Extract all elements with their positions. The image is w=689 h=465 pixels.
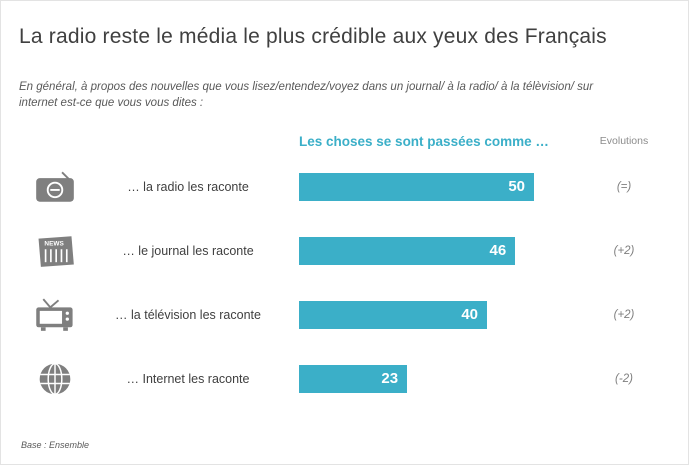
chart-row: … Internet les raconte 23 (-2) bbox=[19, 347, 668, 411]
row-label: … la télévision les raconte bbox=[115, 307, 261, 322]
bar: 46 bbox=[299, 236, 516, 265]
bar-chart: Les choses se sont passées comme … Evolu… bbox=[19, 134, 668, 440]
page-title: La radio reste le média le plus crédible… bbox=[19, 25, 607, 48]
tv-icon bbox=[19, 298, 91, 332]
chart-header-row: Les choses se sont passées comme … Evolu… bbox=[19, 134, 668, 149]
radio-icon bbox=[19, 171, 91, 203]
row-label: … le journal les raconte bbox=[122, 243, 254, 258]
chart-row: … la télévision les raconte 40 (+2) bbox=[19, 283, 668, 347]
evolution-value: (+2) bbox=[613, 244, 635, 257]
evolution-value: (=) bbox=[616, 180, 632, 193]
chart-row: NEWS … le journal les raconte 46 (+2) bbox=[19, 219, 668, 283]
bar-value: 50 bbox=[508, 178, 525, 196]
bar-value: 23 bbox=[381, 370, 399, 388]
row-label: … Internet les raconte bbox=[126, 371, 250, 386]
bar-value: 40 bbox=[461, 306, 478, 324]
bar-value: 46 bbox=[489, 242, 507, 260]
base-note: Base : Ensemble bbox=[21, 440, 90, 450]
evolution-value: (+2) bbox=[613, 308, 635, 321]
globe-icon bbox=[19, 362, 91, 396]
bar: 23 bbox=[299, 364, 408, 393]
bar: 50 bbox=[299, 172, 534, 201]
chart-row: … la radio les raconte 50 (=) bbox=[19, 155, 668, 219]
row-label: … la radio les raconte bbox=[127, 179, 249, 194]
bars-column-header: Les choses se sont passées comme … bbox=[299, 133, 549, 149]
question-subtitle: En général, à propos des nouvelles que v… bbox=[19, 80, 594, 110]
newspaper-icon: NEWS bbox=[19, 235, 91, 267]
svg-text:NEWS: NEWS bbox=[44, 241, 64, 248]
evolutions-column-header: Evolutions bbox=[599, 135, 649, 148]
bar: 40 bbox=[299, 300, 487, 329]
evolution-value: (-2) bbox=[615, 372, 633, 385]
